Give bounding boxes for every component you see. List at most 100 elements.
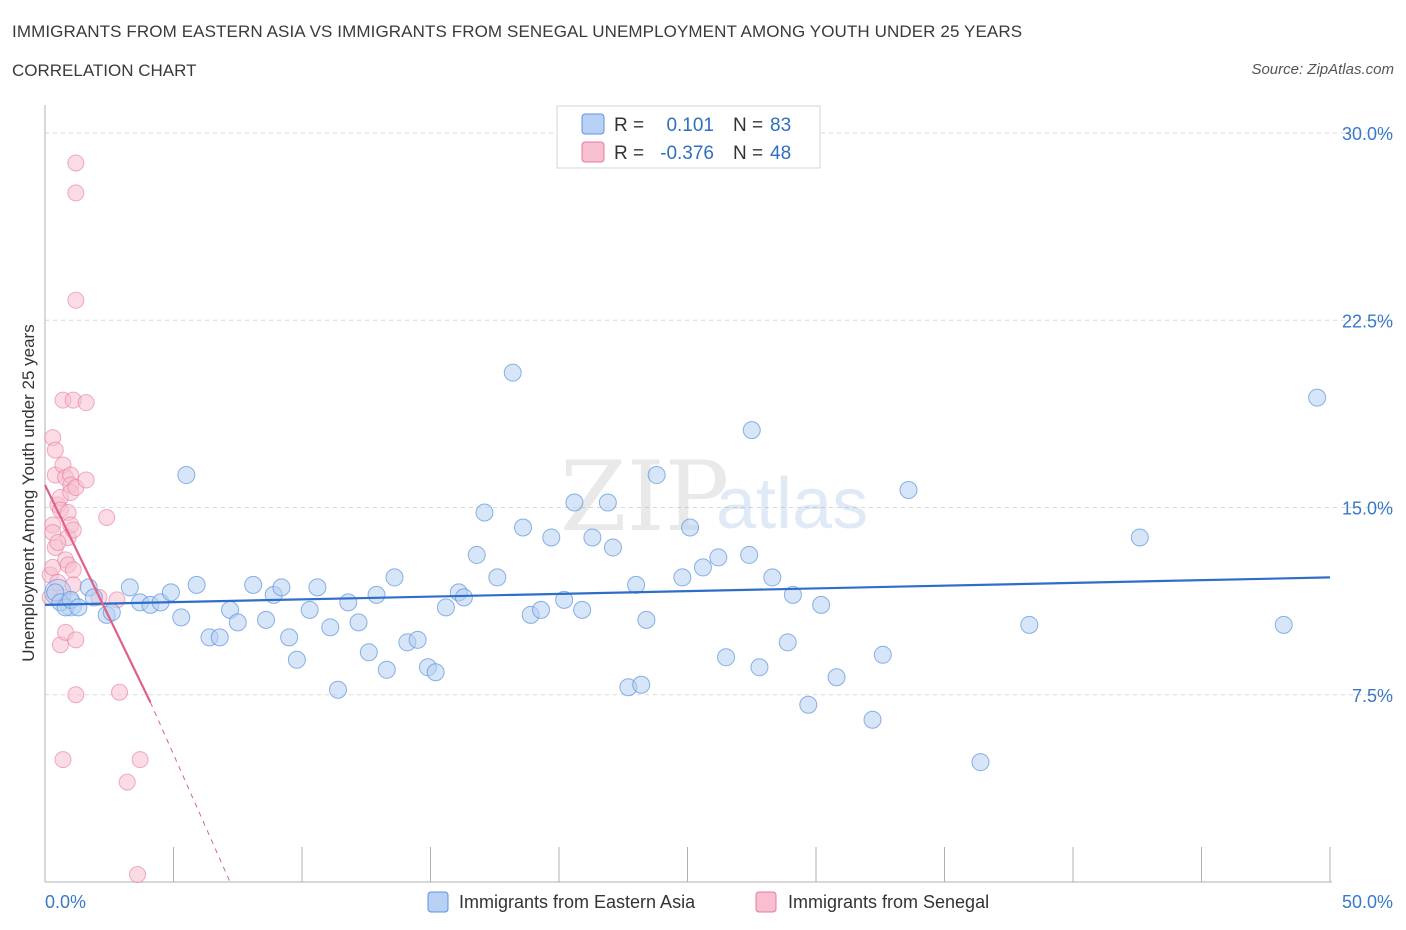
eastern-asia-point [367,585,386,604]
eastern-asia-point [488,568,507,587]
eastern-asia-point [763,568,782,587]
eastern-asia-point [321,618,340,637]
legend-r-label-2: R = [614,143,644,164]
y-tick-label: 7.5% [1352,686,1393,706]
gridlines [45,132,1393,696]
eastern-asia-point [69,598,88,617]
senegal-point [118,773,136,791]
senegal-point [67,291,85,309]
legend-swatch-blue [581,113,605,135]
legend-r-value-2: -0.376 [660,143,714,164]
eastern-asia-point [632,675,651,694]
eastern-asia-point [1274,615,1293,634]
eastern-asia-point [598,493,617,512]
y-tick-label: 30.0% [1342,124,1393,144]
eastern-asia-point [637,610,656,629]
eastern-asia-point [349,613,368,632]
eastern-asia-point [542,528,561,547]
eastern-asia-point [555,590,574,609]
legend-n-label-2: N = [733,143,763,164]
eastern-asia-point [467,545,486,564]
axes: 7.5% 15.0% 22.5% 30.0% [44,105,1393,883]
bottom-legend-label-1: Immigrants from Eastern Asia [459,892,696,912]
senegal-point [54,751,72,769]
x-tick-label-max: 50.0% [1342,892,1393,912]
eastern-asia-point [280,628,299,647]
eastern-asia-point [503,363,522,382]
eastern-asia-point [673,568,692,587]
eastern-asia-point [681,518,700,537]
eastern-asia-point [647,466,666,485]
senegal-trend-extension [149,702,231,883]
eastern-asia-point [709,548,728,567]
correlation-legend: R = 0.101 N = 83 R = -0.376 N = 48 [556,105,821,169]
eastern-asia-point [1020,615,1039,634]
eastern-asia-point [899,481,918,500]
eastern-asia-points [44,363,1327,772]
eastern-asia-point [827,668,846,687]
eastern-asia-point [244,575,263,594]
legend-n-label-1: N = [733,115,763,136]
senegal-point [77,394,95,412]
eastern-asia-point [603,538,622,557]
legend-n-value-1: 83 [770,115,791,136]
senegal-point [77,471,95,489]
chart-title: IMMIGRANTS FROM EASTERN ASIA VS IMMIGRAN… [12,22,1023,41]
eastern-asia-point [627,575,646,594]
eastern-asia-point [436,598,455,617]
eastern-asia-point [287,650,306,669]
eastern-asia-point [408,630,427,649]
senegal-point [49,533,67,551]
eastern-asia-point [359,643,378,662]
eastern-asia-point [475,503,494,522]
eastern-asia-trend-line [44,576,1331,606]
senegal-point [98,508,116,526]
eastern-asia-point [740,545,759,564]
eastern-asia-point [228,613,247,632]
senegal-point [111,683,129,701]
eastern-asia-point [210,628,229,647]
eastern-asia-point [172,608,191,627]
eastern-asia-point [778,633,797,652]
eastern-asia-point [187,575,206,594]
eastern-asia-point [565,493,584,512]
eastern-asia-point [272,578,291,597]
eastern-asia-point [454,588,473,607]
eastern-asia-point [693,558,712,577]
eastern-asia-point [328,680,347,699]
eastern-asia-point [799,695,818,714]
senegal-point [131,751,149,769]
senegal-point [67,631,85,649]
legend-n-value-2: 48 [770,143,791,164]
senegal-point [129,866,147,884]
y-axis-label: Unemployment Among Youth under 25 years [19,324,38,661]
eastern-asia-point [161,583,180,602]
eastern-asia-point [873,645,892,664]
y-tick-label: 22.5% [1342,311,1393,331]
bottom-legend-swatch-blue [427,891,449,913]
eastern-asia-point [812,595,831,614]
y-tick-label: 15.0% [1342,499,1393,519]
senegal-points [41,154,149,884]
eastern-asia-point [300,600,319,619]
series-legend: Immigrants from Eastern Asia Immigrants … [427,891,989,913]
eastern-asia-point [573,600,592,619]
eastern-asia-point [120,578,139,597]
eastern-asia-point [1130,528,1149,547]
x-tick-label-min: 0.0% [45,892,86,912]
legend-swatch-pink [581,141,605,163]
chart-subtitle: CORRELATION CHART [12,61,197,80]
eastern-asia-point [308,578,327,597]
eastern-asia-point [426,663,445,682]
watermark-atlas: atlas [716,464,868,544]
legend-r-label-1: R = [614,115,644,136]
eastern-asia-point [532,600,551,619]
senegal-point [64,561,82,579]
eastern-asia-point [971,753,990,772]
eastern-asia-point [339,593,358,612]
eastern-asia-point [257,610,276,629]
eastern-asia-point [783,585,802,604]
senegal-point [67,184,85,202]
senegal-point [46,441,64,459]
